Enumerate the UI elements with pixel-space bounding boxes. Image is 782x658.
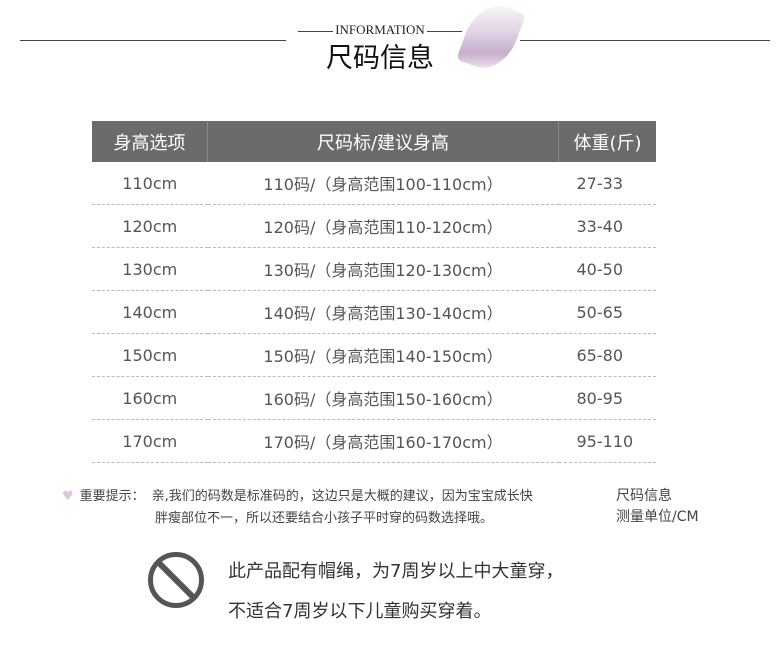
table-row: 160cm 160码/（身高范围150-160cm） 80-95: [92, 376, 656, 420]
warning-line2: 不适合7周岁以下儿童购买穿着。: [228, 601, 492, 622]
weight-cell: 80-95: [558, 376, 656, 420]
height-cell: 150cm: [92, 333, 208, 377]
divider-left: [20, 40, 286, 41]
size-cell: 120码/（身高范围110-120cm）: [207, 204, 559, 248]
header-size: 尺码标/建议身高: [207, 121, 559, 162]
section-title: 尺码信息: [326, 43, 434, 74]
note-line1: 亲,我们的码数是标准码的，这边只是大概的建议，因为宝宝成长快: [151, 489, 533, 504]
size-cell: 170码/（身高范围160-170cm）: [207, 419, 559, 463]
measure-info: 尺码信息 测量单位/CM: [616, 486, 699, 528]
note-line2: 胖瘦部位不一，所以还要结合小孩子平时穿的码数选择哦。: [155, 511, 494, 526]
weight-cell: 40-50: [558, 247, 656, 291]
table-row: 140cm 140码/（身高范围130-140cm） 50-65: [92, 290, 656, 334]
table-row: 170cm 170码/（身高范围160-170cm） 95-110: [92, 419, 656, 463]
size-table: 身高选项 尺码标/建议身高 体重(斤) 110cm 110码/（身高范围100-1…: [92, 121, 656, 463]
weight-cell: 65-80: [558, 333, 656, 377]
important-note: ♥ 重要提示： 亲,我们的码数是标准码的，这边只是大概的建议，因为宝宝成长快 胖瘦部…: [62, 486, 533, 530]
size-cell: 130码/（身高范围120-130cm）: [207, 247, 559, 291]
header-weight: 体重(斤): [558, 121, 656, 162]
table-row: 130cm 130码/（身高范围120-130cm） 40-50: [92, 247, 656, 291]
table-row: 110cm 110码/（身高范围100-110cm） 27-33: [92, 162, 656, 205]
height-cell: 120cm: [92, 204, 208, 248]
warning-line1: 此产品配有帽绳，为7周岁以上中大童穿，: [228, 561, 564, 582]
section-subtitle: INFORMATION: [290, 22, 470, 38]
heart-icon: ♥: [62, 489, 74, 504]
side-line1: 尺码信息: [616, 488, 672, 504]
size-cell: 110码/（身高范围100-110cm）: [207, 162, 559, 205]
height-cell: 110cm: [92, 162, 208, 205]
height-cell: 130cm: [92, 247, 208, 291]
weight-cell: 33-40: [558, 204, 656, 248]
warning-text: 此产品配有帽绳，为7周岁以上中大童穿， 不适合7周岁以下儿童购买穿着。: [228, 552, 563, 632]
size-cell: 140码/（身高范围130-140cm）: [207, 290, 559, 334]
height-cell: 170cm: [92, 419, 208, 463]
size-cell: 160码/（身高范围150-160cm）: [207, 376, 559, 420]
size-cell: 150码/（身高范围140-150cm）: [207, 333, 559, 377]
weight-cell: 95-110: [558, 419, 656, 463]
weight-cell: 27-33: [558, 162, 656, 205]
header-height: 身高选项: [92, 121, 208, 162]
prohibited-icon: [148, 552, 204, 608]
side-line2: 测量单位/CM: [616, 509, 699, 525]
table-row: 150cm 150码/（身高范围140-150cm） 65-80: [92, 333, 656, 377]
table-row: 120cm 120码/（身高范围110-120cm） 33-40: [92, 204, 656, 248]
height-cell: 160cm: [92, 376, 208, 420]
height-cell: 140cm: [92, 290, 208, 334]
weight-cell: 50-65: [558, 290, 656, 334]
divider-right: [520, 40, 770, 41]
note-label: 重要提示：: [79, 489, 145, 504]
